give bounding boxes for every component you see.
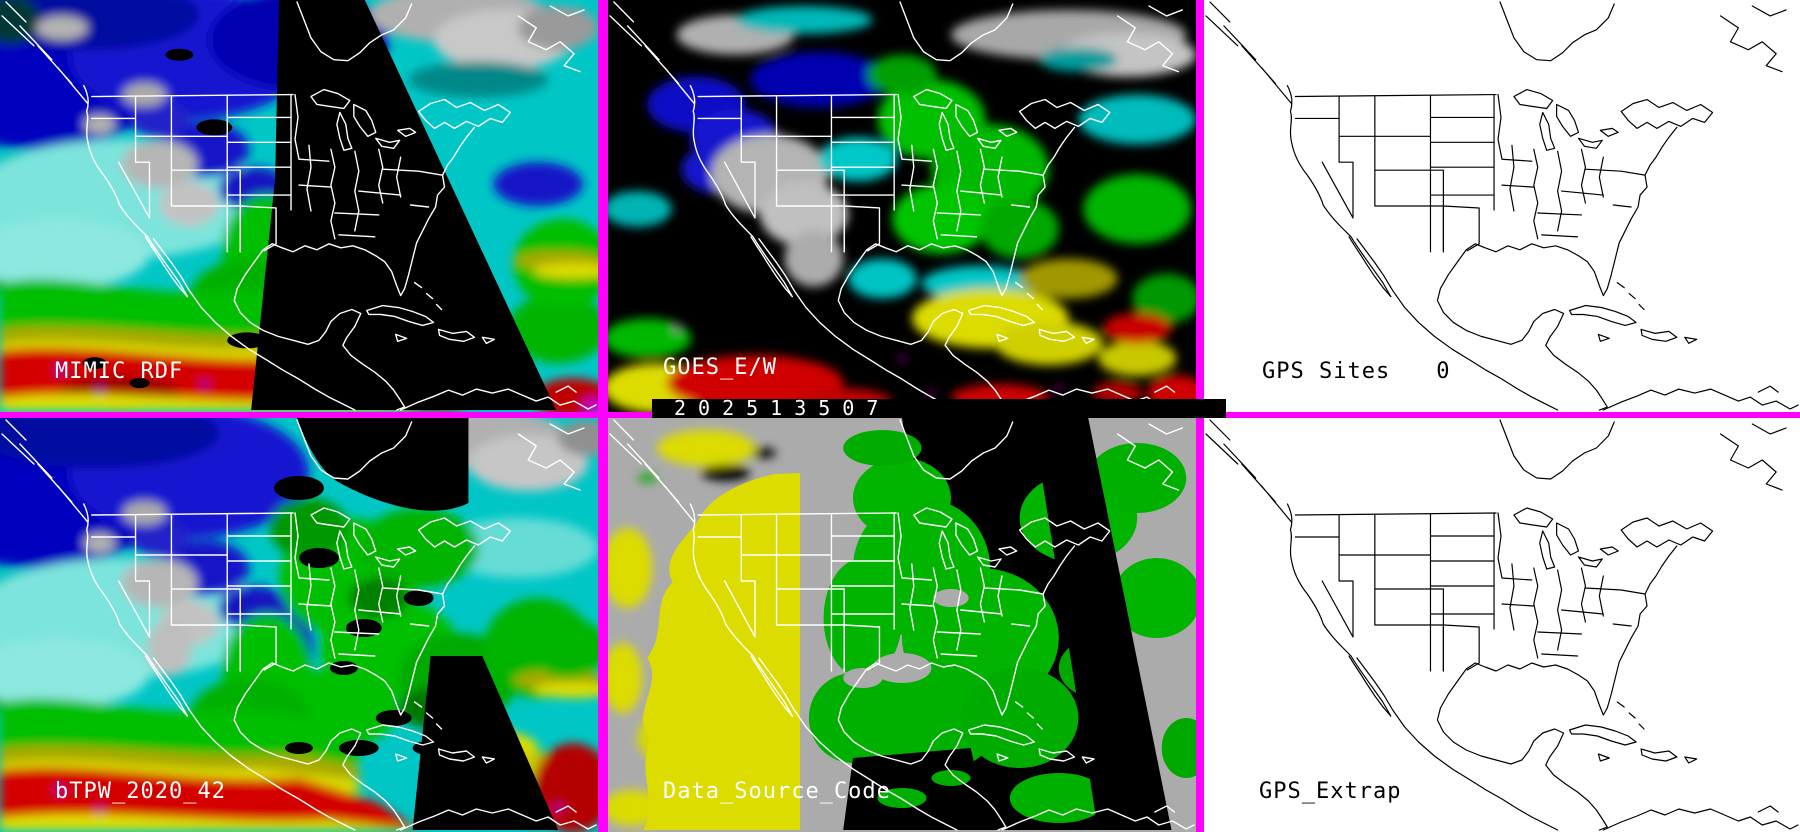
mimic-rdf-map-image <box>0 0 598 412</box>
goes-ew-map-image <box>608 0 1196 412</box>
panel-gps-extrap: GPS_Extrap <box>1204 418 1800 832</box>
gps-sites-count: 0 <box>1436 359 1451 384</box>
timestamp-text: 202513507 <box>674 396 891 420</box>
gps-sites-row: GPS Sites 0 <box>1262 359 1450 384</box>
panel-btpw: bTPW_2020_42 <box>0 418 598 832</box>
data-source-code-label: Data_Source_Code <box>663 779 891 804</box>
gps-extrap-map-image <box>1204 418 1800 832</box>
goes-ew-label: GOES_E/W <box>663 355 777 380</box>
data-source-code-map-image <box>608 418 1196 832</box>
gps-sites-map-image <box>1204 0 1800 412</box>
btpw-label: bTPW_2020_42 <box>55 779 226 804</box>
panel-data-source-code: Data_Source_Code <box>608 418 1196 832</box>
mimic-rdf-label: MIMIC RDF <box>55 359 184 384</box>
panel-goes-ew: GOES_E/W <box>608 0 1196 412</box>
gps-sites-label-text: GPS Sites <box>1262 359 1391 384</box>
panel-mimic-rdf: MIMIC RDF <box>0 0 598 412</box>
timestamp-bar: 202513507 <box>652 396 1226 420</box>
btpw-map-image <box>0 418 598 832</box>
gps-extrap-label: GPS_Extrap <box>1259 779 1402 804</box>
panel-gps-sites: GPS Sites 0 <box>1204 0 1800 412</box>
